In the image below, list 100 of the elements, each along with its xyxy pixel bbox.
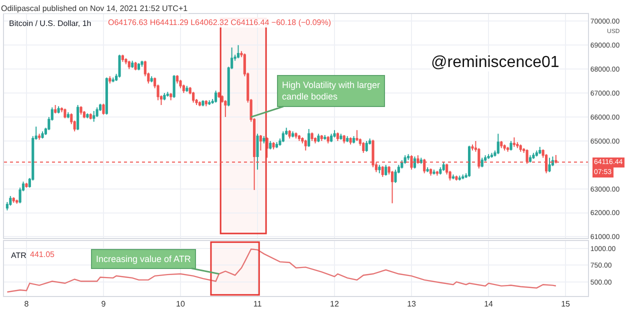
x-tick-label: 9 <box>101 300 106 309</box>
candlestick <box>458 175 461 181</box>
candlestick <box>455 175 458 181</box>
candlestick <box>118 54 121 78</box>
candlestick <box>192 91 195 104</box>
candlestick <box>275 142 278 149</box>
candlestick <box>442 162 445 172</box>
candlestick <box>362 142 365 154</box>
candlestick <box>324 134 326 140</box>
candlestick <box>516 142 519 149</box>
candlestick <box>510 140 512 152</box>
candlestick <box>407 154 410 161</box>
candlestick <box>548 157 551 173</box>
annotation: Increasing value of ATR <box>96 254 192 264</box>
x-tick-label: 13 <box>407 300 417 309</box>
x-tick-label: 8 <box>24 300 30 309</box>
candlestick <box>204 100 208 107</box>
candlestick <box>304 139 307 152</box>
candlestick <box>202 100 204 107</box>
candlestick <box>346 136 349 143</box>
candlestick <box>390 170 394 204</box>
candlestick <box>381 166 384 178</box>
candlestick <box>532 152 535 160</box>
candlestick <box>314 136 317 144</box>
candlestick <box>166 91 169 98</box>
candlestick <box>16 199 18 204</box>
candlestick <box>317 133 320 143</box>
candlestick <box>186 85 188 92</box>
candlestick <box>468 145 471 178</box>
text: Odilipascal published on Nov 14, 2021 21:52 UTC+1 <box>1 4 188 13</box>
candlestick <box>236 44 240 59</box>
candlestick <box>349 136 352 146</box>
candlestick <box>259 134 262 152</box>
candlestick <box>163 92 166 101</box>
candlestick <box>356 130 358 142</box>
candlestick <box>342 134 346 144</box>
x-tick-label: 11 <box>253 300 262 309</box>
candlestick <box>131 60 134 68</box>
annotation: High Volatility with larger candle bodies <box>282 80 380 102</box>
annotation: 441.05 <box>30 250 56 259</box>
candlestick <box>310 132 314 142</box>
candlestick <box>340 133 342 140</box>
candlestick <box>404 154 406 164</box>
candlestick <box>214 90 218 104</box>
candlestick <box>41 130 44 140</box>
candlestick <box>436 170 438 176</box>
candlestick <box>66 112 70 119</box>
candlestick <box>92 110 96 122</box>
candlestick <box>269 140 272 150</box>
candlestick <box>288 130 291 140</box>
x-tick-label: 10 <box>176 300 186 309</box>
annotation: @reminiscence01 <box>431 54 560 71</box>
candlestick <box>535 150 538 158</box>
candlestick <box>262 136 266 144</box>
candlestick <box>256 133 259 170</box>
candlestick <box>172 74 176 98</box>
candlestick <box>179 79 182 89</box>
candlestick <box>352 136 356 144</box>
candlestick <box>471 144 474 152</box>
candlestick <box>105 76 108 116</box>
x-tick-label: 15 <box>561 300 571 309</box>
candlestick <box>86 112 89 119</box>
candlestick <box>89 112 92 120</box>
candlestick <box>140 60 144 68</box>
candlestick <box>528 154 532 163</box>
candlestick <box>298 134 300 142</box>
candlestick <box>64 108 66 119</box>
candlestick <box>496 133 500 155</box>
candlestick <box>38 133 41 140</box>
candlestick <box>426 166 429 173</box>
candlestick <box>112 76 114 83</box>
candlestick <box>384 164 388 176</box>
candlestick <box>330 133 333 143</box>
candlestick <box>452 174 455 180</box>
annotation: O64176.63 H64411.29 L64062.32 C64116.44 −60.18 (−0.09%) <box>108 18 332 27</box>
candlestick <box>429 168 432 176</box>
candlestick <box>137 62 140 71</box>
candlestick <box>294 132 298 140</box>
candlestick <box>170 92 172 101</box>
candlestick <box>9 196 12 206</box>
candlestick <box>503 144 506 152</box>
candlestick <box>326 136 330 144</box>
text: Bitcoin / U.S. Dollar, 1h <box>9 19 92 28</box>
candlestick <box>519 144 522 152</box>
candlestick <box>432 169 436 175</box>
candlestick <box>134 61 137 71</box>
candlestick <box>224 100 227 118</box>
candlestick <box>150 76 153 83</box>
candlestick <box>121 54 124 62</box>
candlestick <box>506 146 510 152</box>
candlestick <box>308 128 310 148</box>
candlestick <box>292 130 294 138</box>
candlestick <box>208 100 211 106</box>
x-tick-label: 12 <box>330 300 340 309</box>
candlestick <box>128 60 130 70</box>
candlestick <box>333 130 336 138</box>
candlestick <box>80 106 82 116</box>
candlestick <box>378 164 381 174</box>
candlestick <box>102 103 105 116</box>
candlestick <box>480 157 484 168</box>
